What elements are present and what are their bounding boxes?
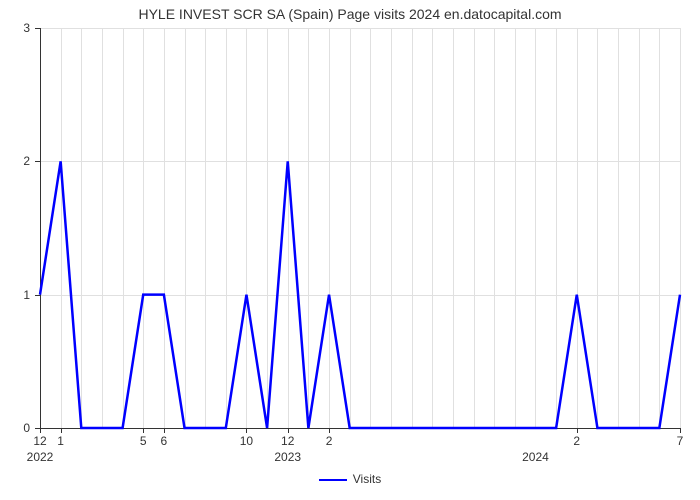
series-line: [0, 0, 700, 500]
chart-container: HYLE INVEST SCR SA (Spain) Page visits 2…: [0, 0, 700, 500]
